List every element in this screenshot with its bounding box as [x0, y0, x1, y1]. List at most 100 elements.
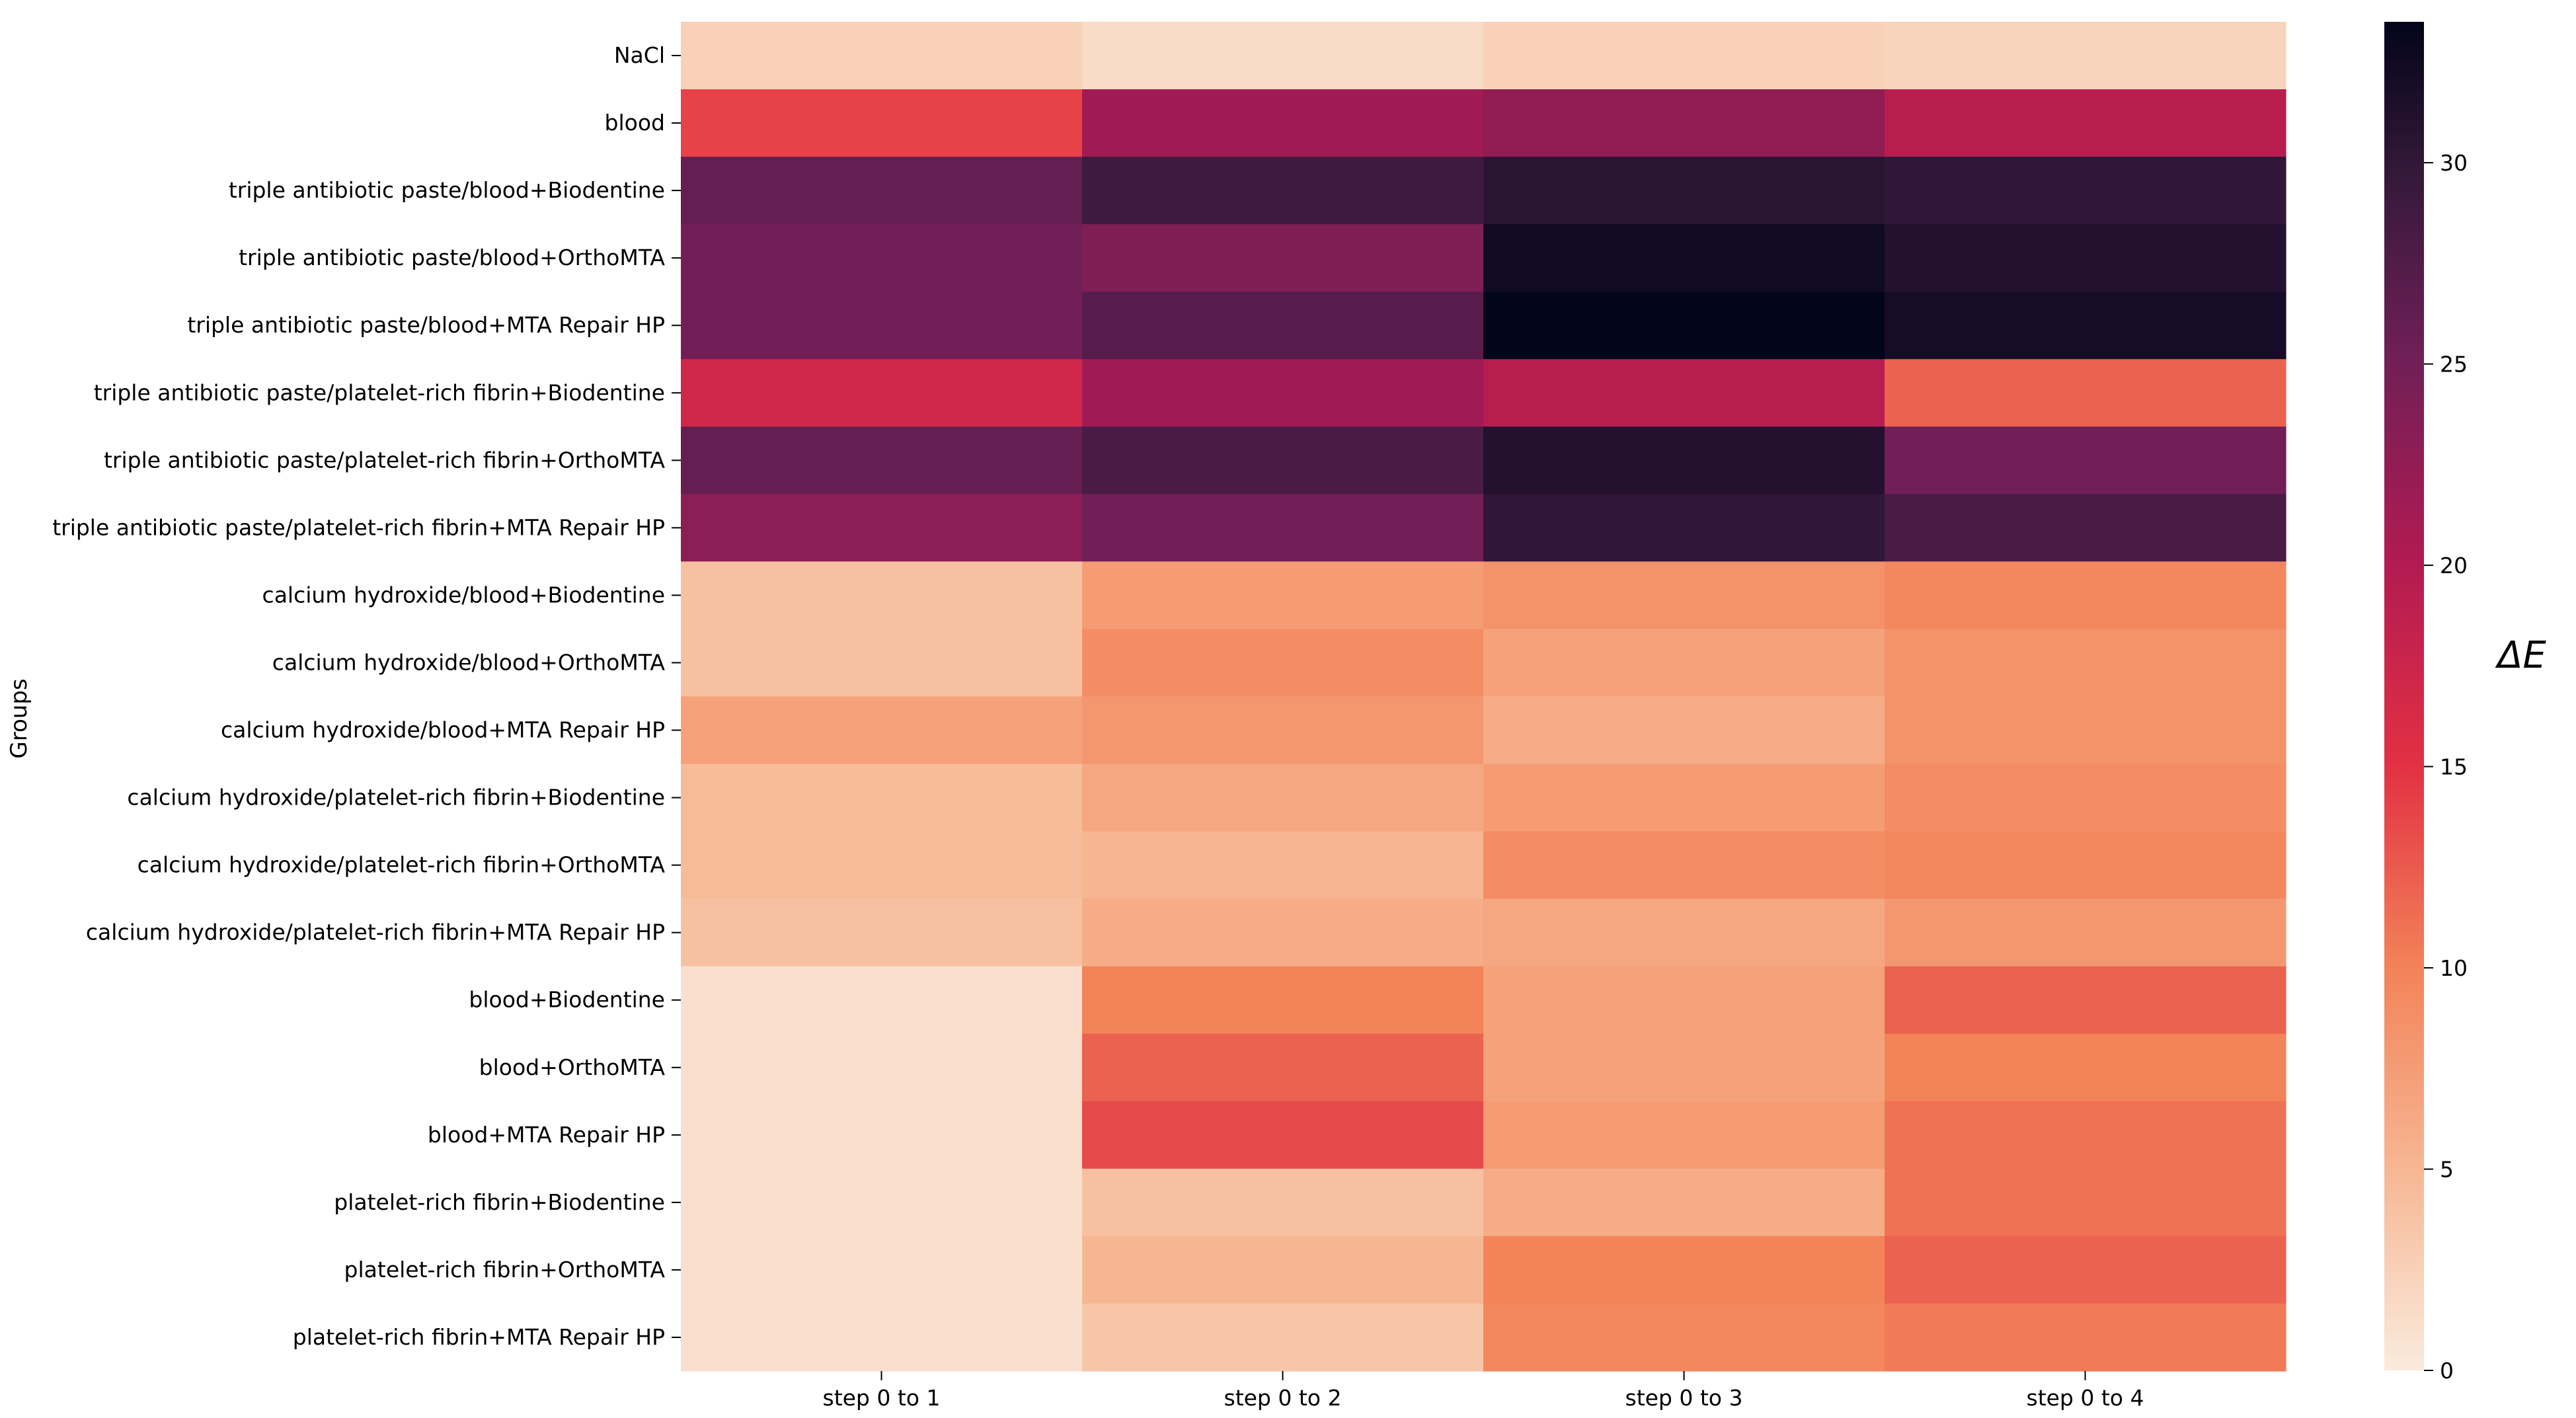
colorbar-tick-label: 20 — [2440, 553, 2468, 578]
heatmap-cell — [681, 1303, 1083, 1372]
heatmap-cell — [1483, 157, 1885, 225]
column-tick-label: step 0 to 2 — [1224, 1385, 1342, 1411]
heatmap-cell — [1885, 1168, 2286, 1237]
heatmap-cell — [681, 426, 1083, 494]
colorbar-tick-label: 0 — [2440, 1358, 2454, 1384]
row-tick-label: triple antibiotic paste/platelet-rich fi… — [104, 447, 665, 473]
heatmap-cell — [1483, 292, 1885, 360]
heatmap-cell — [1885, 1101, 2286, 1169]
colorbar-tick-label: 10 — [2440, 955, 2468, 981]
column-tick-label: step 0 to 4 — [2027, 1385, 2144, 1411]
heatmap-cell — [1483, 898, 1885, 967]
row-tick-label: blood+OrthoMTA — [479, 1054, 666, 1080]
heatmap-cell — [1885, 764, 2286, 832]
heatmap-cell — [1082, 1236, 1484, 1304]
heatmap-cell — [1483, 89, 1885, 157]
heatmap-cell — [1082, 629, 1484, 697]
row-tick-label: calcium hydroxide/platelet-rich fibrin+O… — [137, 852, 666, 878]
heatmap-cell — [1885, 359, 2286, 427]
heatmap-cell — [681, 629, 1083, 697]
heatmap-cell — [681, 561, 1083, 630]
row-tick-label: NaCl — [614, 42, 665, 68]
heatmap-cell — [1483, 561, 1885, 630]
row-tick-label: calcium hydroxide/blood+Biodentine — [262, 582, 665, 608]
heatmap-cell — [681, 764, 1083, 832]
heatmap-cell — [1483, 1101, 1885, 1169]
heatmap-cell — [1082, 1303, 1484, 1372]
row-tick-label: triple antibiotic paste/blood+Biodentine — [229, 177, 665, 203]
row-tick-label: triple antibiotic paste/platelet-rich fi… — [52, 514, 665, 540]
row-tick-label: blood+MTA Repair HP — [428, 1122, 665, 1148]
heatmap-cell — [1885, 831, 2286, 900]
heatmap-cell — [681, 1236, 1083, 1304]
row-tick-label: blood — [605, 110, 665, 136]
column-tick-label: step 0 to 3 — [1625, 1385, 1743, 1411]
colorbar-tick-label: 5 — [2440, 1157, 2454, 1183]
heatmap-cell — [1082, 359, 1484, 427]
heatmap-cell — [1082, 831, 1484, 900]
heatmap-cell — [1483, 629, 1885, 697]
heatmap-cell — [1885, 89, 2286, 157]
heatmap-cell — [681, 22, 1083, 90]
heatmap-cell — [1885, 494, 2286, 562]
heatmap-cell — [1885, 1033, 2286, 1102]
row-tick-label: calcium hydroxide/blood+OrthoMTA — [272, 649, 666, 675]
heatmap-cell — [1885, 224, 2286, 292]
row-tick-label: calcium hydroxide/blood+MTA Repair HP — [221, 717, 665, 743]
heatmap-cell — [1082, 89, 1484, 157]
heatmap-cell — [1885, 292, 2286, 360]
heatmap-cell — [681, 1033, 1083, 1102]
colorbar-tick-label: 25 — [2440, 352, 2468, 377]
heatmap-cell — [1082, 696, 1484, 765]
heatmap-cell — [1885, 1303, 2286, 1372]
heatmap-cell — [1082, 966, 1484, 1035]
heatmap-cell — [1483, 1033, 1885, 1102]
heatmap-cell — [1483, 426, 1885, 494]
row-tick-label: triple antibiotic paste/blood+OrthoMTA — [239, 245, 665, 270]
heatmap-cell — [1082, 292, 1484, 360]
heatmap-cell — [1082, 1168, 1484, 1237]
colorbar-tick-label: 15 — [2440, 754, 2468, 780]
heatmap-cell — [681, 898, 1083, 967]
heatmap-cell — [1082, 898, 1484, 967]
heatmap-cell — [681, 831, 1083, 900]
heatmap-cell — [1483, 494, 1885, 562]
colorbar — [2384, 22, 2424, 1370]
row-tick-label: blood+Biodentine — [469, 987, 665, 1013]
heatmap-cell — [681, 696, 1083, 765]
heatmap-cell — [1885, 426, 2286, 494]
heatmap-cell — [1082, 1033, 1484, 1102]
heatmap-cell — [1885, 696, 2286, 765]
heatmap-cell — [1885, 898, 2286, 967]
heatmap-cell — [1885, 629, 2286, 697]
colorbar-tick-label: 30 — [2440, 150, 2468, 176]
heatmap-cell — [1885, 1236, 2286, 1304]
heatmap-cell — [1483, 1236, 1885, 1304]
heatmap-cell — [1885, 561, 2286, 630]
row-tick-label: triple antibiotic paste/blood+MTA Repair… — [187, 312, 665, 338]
heatmap-cell — [1483, 966, 1885, 1035]
heatmap-cell — [1483, 224, 1885, 292]
heatmap-cell — [1483, 359, 1885, 427]
column-tick-label: step 0 to 1 — [823, 1385, 941, 1411]
heatmap-cell — [681, 292, 1083, 360]
heatmap-cell — [1483, 696, 1885, 765]
row-tick-label: calcium hydroxide/platelet-rich fibrin+B… — [127, 785, 665, 810]
heatmap-cell — [1483, 22, 1885, 90]
heatmap-cell — [1082, 494, 1484, 562]
y-axis-label: Groups — [6, 678, 32, 758]
heatmap-cells — [681, 22, 2286, 1372]
heatmap-cell — [1885, 966, 2286, 1035]
heatmap-cell — [1082, 1101, 1484, 1169]
heatmap-cell — [1082, 764, 1484, 832]
heatmap-cell — [1082, 561, 1484, 630]
colorbar-ticks: 0 5 10 15 20 25 30 — [2424, 150, 2468, 1384]
heatmap-cell — [1082, 426, 1484, 494]
column-tick-labels: step 0 to 1 step 0 to 2 step 0 to 3 step 0 … — [823, 1371, 2144, 1411]
heatmap-cell — [681, 494, 1083, 562]
heatmap-cell — [681, 89, 1083, 157]
heatmap-cell — [1885, 22, 2286, 90]
heatmap-cell — [1885, 157, 2286, 225]
heatmap-cell — [1082, 22, 1484, 90]
